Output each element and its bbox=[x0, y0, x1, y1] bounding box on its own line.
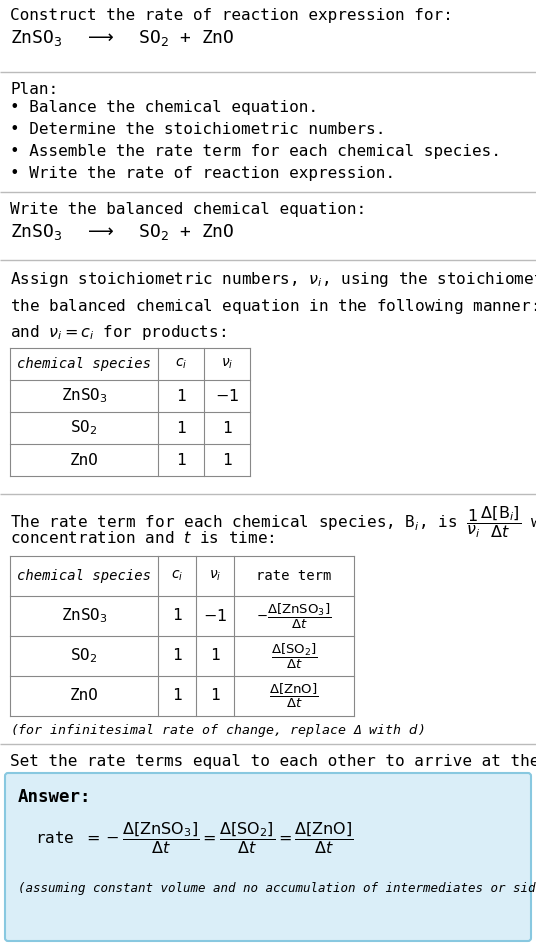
FancyBboxPatch shape bbox=[5, 773, 531, 941]
Text: • Assemble the rate term for each chemical species.: • Assemble the rate term for each chemic… bbox=[10, 144, 501, 159]
Text: ZnSO$_3$  $\longrightarrow$  SO$_2$ + ZnO: ZnSO$_3$ $\longrightarrow$ SO$_2$ + ZnO bbox=[10, 28, 235, 48]
Text: ZnO: ZnO bbox=[70, 688, 99, 703]
Text: Write the balanced chemical equation:: Write the balanced chemical equation: bbox=[10, 202, 366, 217]
Text: $-1$: $-1$ bbox=[215, 388, 239, 404]
Text: $\nu_i$: $\nu_i$ bbox=[221, 356, 233, 372]
Text: Construct the rate of reaction expression for:: Construct the rate of reaction expressio… bbox=[10, 8, 453, 23]
Text: • Write the rate of reaction expression.: • Write the rate of reaction expression. bbox=[10, 166, 395, 181]
Text: (for infinitesimal rate of change, replace Δ with $d$): (for infinitesimal rate of change, repla… bbox=[10, 722, 425, 739]
Text: Set the rate terms equal to each other to arrive at the rate expression:: Set the rate terms equal to each other t… bbox=[10, 754, 536, 769]
Text: • Determine the stoichiometric numbers.: • Determine the stoichiometric numbers. bbox=[10, 122, 385, 137]
Text: concentration and $t$ is time:: concentration and $t$ is time: bbox=[10, 530, 274, 546]
Text: $c_i$: $c_i$ bbox=[175, 356, 187, 372]
Text: 1: 1 bbox=[222, 421, 232, 435]
Text: 1: 1 bbox=[172, 648, 182, 664]
Text: 1: 1 bbox=[210, 648, 220, 664]
Text: rate term: rate term bbox=[256, 569, 332, 583]
Text: 1: 1 bbox=[172, 688, 182, 703]
Text: ZnSO$_3$: ZnSO$_3$ bbox=[61, 387, 107, 406]
Text: $-1$: $-1$ bbox=[203, 608, 227, 624]
Text: $c_i$: $c_i$ bbox=[171, 569, 183, 583]
Text: ZnSO$_3$: ZnSO$_3$ bbox=[61, 607, 107, 626]
Text: The rate term for each chemical species, B$_i$, is $\dfrac{1}{\nu_i}\dfrac{\Delt: The rate term for each chemical species,… bbox=[10, 504, 536, 540]
Text: (assuming constant volume and no accumulation of intermediates or side products): (assuming constant volume and no accumul… bbox=[18, 882, 536, 895]
Text: chemical species: chemical species bbox=[17, 569, 151, 583]
Text: 1: 1 bbox=[210, 688, 220, 703]
Text: 1: 1 bbox=[176, 421, 186, 435]
Text: $\dfrac{\Delta[\mathrm{ZnO}]}{\Delta t}$: $\dfrac{\Delta[\mathrm{ZnO}]}{\Delta t}$ bbox=[270, 682, 319, 710]
Text: 1: 1 bbox=[176, 389, 186, 404]
Text: SO$_2$: SO$_2$ bbox=[70, 647, 98, 665]
Text: 1: 1 bbox=[222, 452, 232, 467]
Text: ZnO: ZnO bbox=[70, 452, 99, 467]
Text: • Balance the chemical equation.: • Balance the chemical equation. bbox=[10, 100, 318, 115]
Text: rate $= -\dfrac{\Delta[\mathrm{ZnSO_3}]}{\Delta t} = \dfrac{\Delta[\mathrm{SO_2}: rate $= -\dfrac{\Delta[\mathrm{ZnSO_3}]}… bbox=[35, 820, 354, 856]
Text: $\dfrac{\Delta[\mathrm{SO_2}]}{\Delta t}$: $\dfrac{\Delta[\mathrm{SO_2}]}{\Delta t}… bbox=[271, 642, 317, 670]
Text: $-\dfrac{\Delta[\mathrm{ZnSO_3}]}{\Delta t}$: $-\dfrac{\Delta[\mathrm{ZnSO_3}]}{\Delta… bbox=[256, 601, 332, 630]
Text: Answer:: Answer: bbox=[18, 788, 92, 806]
Text: Plan:: Plan: bbox=[10, 82, 58, 97]
Text: chemical species: chemical species bbox=[17, 357, 151, 371]
Text: ZnSO$_3$  $\longrightarrow$  SO$_2$ + ZnO: ZnSO$_3$ $\longrightarrow$ SO$_2$ + ZnO bbox=[10, 222, 235, 242]
Text: $\nu_i$: $\nu_i$ bbox=[209, 569, 221, 583]
Text: SO$_2$: SO$_2$ bbox=[70, 419, 98, 437]
Text: 1: 1 bbox=[176, 452, 186, 467]
Text: 1: 1 bbox=[172, 609, 182, 624]
Text: Assign stoichiometric numbers, $\nu_i$, using the stoichiometric coefficients, $: Assign stoichiometric numbers, $\nu_i$, … bbox=[10, 270, 536, 342]
